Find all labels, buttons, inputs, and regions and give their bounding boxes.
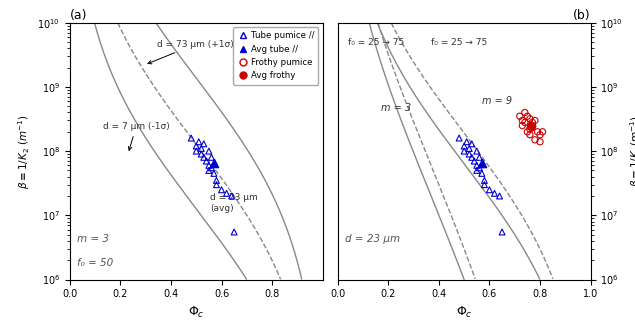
Point [201,159,211,164]
X-axis label: $\Phi_c$: $\Phi_c$ [456,305,472,320]
Point [530,137,540,142]
Point [204,163,214,168]
Point [467,155,477,160]
Point [206,155,217,160]
Point [469,159,479,164]
Point [527,123,537,128]
Point [472,149,482,154]
Text: f₀ = 25 → 75: f₀ = 25 → 75 [348,38,404,47]
Text: d = 7 μm (-1σ): d = 7 μm (-1σ) [103,122,170,150]
Point [467,141,477,146]
Point [199,141,209,146]
Point [222,191,232,196]
Text: f₀ = 50: f₀ = 50 [77,258,114,268]
Point [474,165,485,170]
Point [472,168,482,173]
Y-axis label: $\beta \equiv 1/K_2 \; (m^{-1})$: $\beta \equiv 1/K_2 \; (m^{-1})$ [16,114,32,188]
Point [525,132,535,137]
Text: m = 3: m = 3 [77,234,109,244]
Point [211,182,222,187]
Point [206,165,217,170]
Point [485,187,495,192]
Legend: Tube pumice //, Avg tube //, Frothy pumice, Avg frothy: Tube pumice //, Avg tube //, Frothy pumi… [233,27,318,84]
Point [191,149,201,154]
Point [479,178,490,183]
Point [459,149,469,154]
Point [211,178,222,183]
Text: (a): (a) [70,8,88,21]
Point [525,126,535,132]
Point [537,129,547,135]
Point [454,136,464,141]
Point [464,151,474,157]
Point [199,155,209,160]
Point [217,187,227,192]
Point [530,118,540,123]
Point [522,129,532,135]
Y-axis label: $\beta \equiv 1/K_2 (m^{-1})$: $\beta \equiv 1/K_2 (m^{-1})$ [629,115,635,187]
Text: m = 3: m = 3 [381,103,411,113]
Text: d = 73 μm (+1σ): d = 73 μm (+1σ) [148,40,234,64]
Point [462,139,472,144]
Point [497,229,507,235]
Text: d = 23 μm
(avg): d = 23 μm (avg) [210,193,258,213]
Point [490,191,500,196]
Point [227,193,237,199]
Point [472,163,482,168]
Point [518,123,528,128]
Point [474,155,485,160]
Text: (b): (b) [573,8,591,21]
Point [477,171,487,176]
Point [526,123,536,128]
Text: m = 9: m = 9 [482,96,512,106]
Point [209,171,219,176]
Point [495,193,505,199]
Point [459,143,469,149]
Point [186,136,196,141]
Point [518,118,528,123]
Point [209,161,219,166]
Point [196,151,206,157]
Point [520,120,530,125]
Point [204,168,214,173]
Point [196,146,206,151]
Point [522,114,532,119]
Text: f₀ = 25 → 75: f₀ = 25 → 75 [431,38,488,47]
Point [520,110,530,115]
Point [532,129,542,135]
Point [477,161,487,166]
X-axis label: $\Phi_c$: $\Phi_c$ [188,305,204,320]
Point [204,149,214,154]
Point [535,132,545,137]
Point [191,143,201,149]
Point [464,146,474,151]
Point [525,116,535,121]
Point [527,120,537,125]
Point [194,139,204,144]
Point [479,182,490,187]
Point [535,139,545,144]
Text: d = 23 μm: d = 23 μm [345,234,401,244]
Point [229,229,239,235]
Point [515,114,525,119]
